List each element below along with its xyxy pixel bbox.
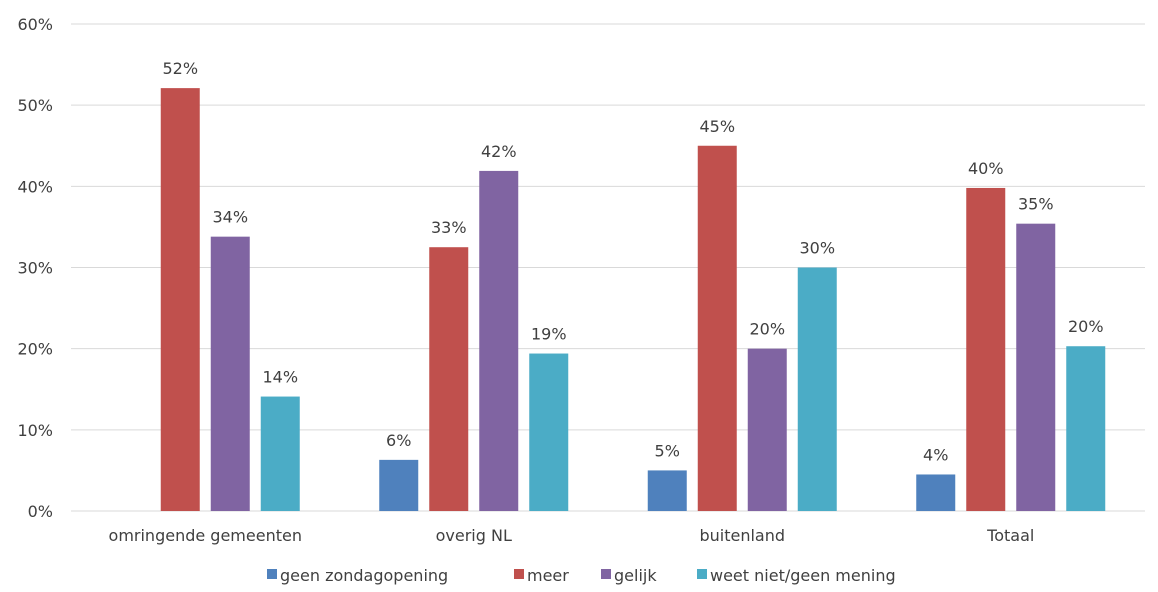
data-label: 52% <box>162 59 198 78</box>
data-label: 34% <box>212 208 248 227</box>
y-tick-label: 30% <box>17 259 53 278</box>
data-label: 42% <box>481 142 517 161</box>
y-tick-label: 0% <box>28 502 53 521</box>
y-tick-label: 60% <box>17 15 53 34</box>
bar <box>479 170 519 511</box>
bar <box>797 267 837 511</box>
bar <box>210 236 250 511</box>
data-label: 6% <box>386 431 411 450</box>
bar <box>529 353 569 511</box>
y-tick-label: 50% <box>17 96 53 115</box>
bar <box>429 247 469 512</box>
bar <box>1066 346 1106 511</box>
x-category-label: buitenland <box>699 526 785 545</box>
x-category-label: omringende gemeenten <box>109 526 302 545</box>
data-label: 19% <box>531 325 567 344</box>
legend: geen zondagopening meer gelijk weet niet/ge… <box>267 566 896 585</box>
x-axis-category-labels: omringende gemeenten overig NL buitenland T… <box>109 526 1035 545</box>
bars <box>160 88 1106 512</box>
legend-label: gelijk <box>614 566 657 585</box>
legend-label: geen zondagopening <box>280 566 448 585</box>
bar <box>160 88 200 511</box>
data-label: 45% <box>699 117 735 136</box>
y-tick-label: 10% <box>17 421 53 440</box>
data-label: 30% <box>799 239 835 258</box>
data-label: 20% <box>749 320 785 339</box>
legend-swatch <box>514 569 524 579</box>
y-axis-tick-labels: 0% 10% 20% 30% 40% 50% 60% <box>17 15 53 521</box>
bar <box>747 348 787 511</box>
legend-swatch <box>601 569 611 579</box>
data-label: 40% <box>968 159 1004 178</box>
data-labels: 52% 34% 14% 6% 33% 42% 19% 5% 45% 20% 30% 4% 40% 35% 2… <box>162 59 1103 464</box>
legend-label: meer <box>527 566 569 585</box>
data-label: 4% <box>923 445 948 464</box>
data-label: 35% <box>1018 195 1054 214</box>
x-category-label: overig NL <box>436 526 512 545</box>
data-label: 14% <box>262 368 298 387</box>
bar <box>379 459 419 511</box>
x-category-label: Totaal <box>986 526 1034 545</box>
y-gridlines <box>71 23 1145 512</box>
bar <box>697 145 737 511</box>
bar <box>916 474 956 511</box>
data-label: 33% <box>431 218 467 237</box>
legend-label: weet niet/geen mening <box>710 566 896 585</box>
y-tick-label: 20% <box>17 340 53 359</box>
bar <box>647 470 687 511</box>
bar <box>1016 223 1056 512</box>
data-label: 5% <box>655 441 680 460</box>
legend-swatch <box>697 569 707 579</box>
bar <box>966 187 1006 511</box>
legend-swatch <box>267 569 277 579</box>
bar <box>260 396 300 511</box>
data-label: 20% <box>1068 317 1104 336</box>
y-tick-label: 40% <box>17 177 53 196</box>
